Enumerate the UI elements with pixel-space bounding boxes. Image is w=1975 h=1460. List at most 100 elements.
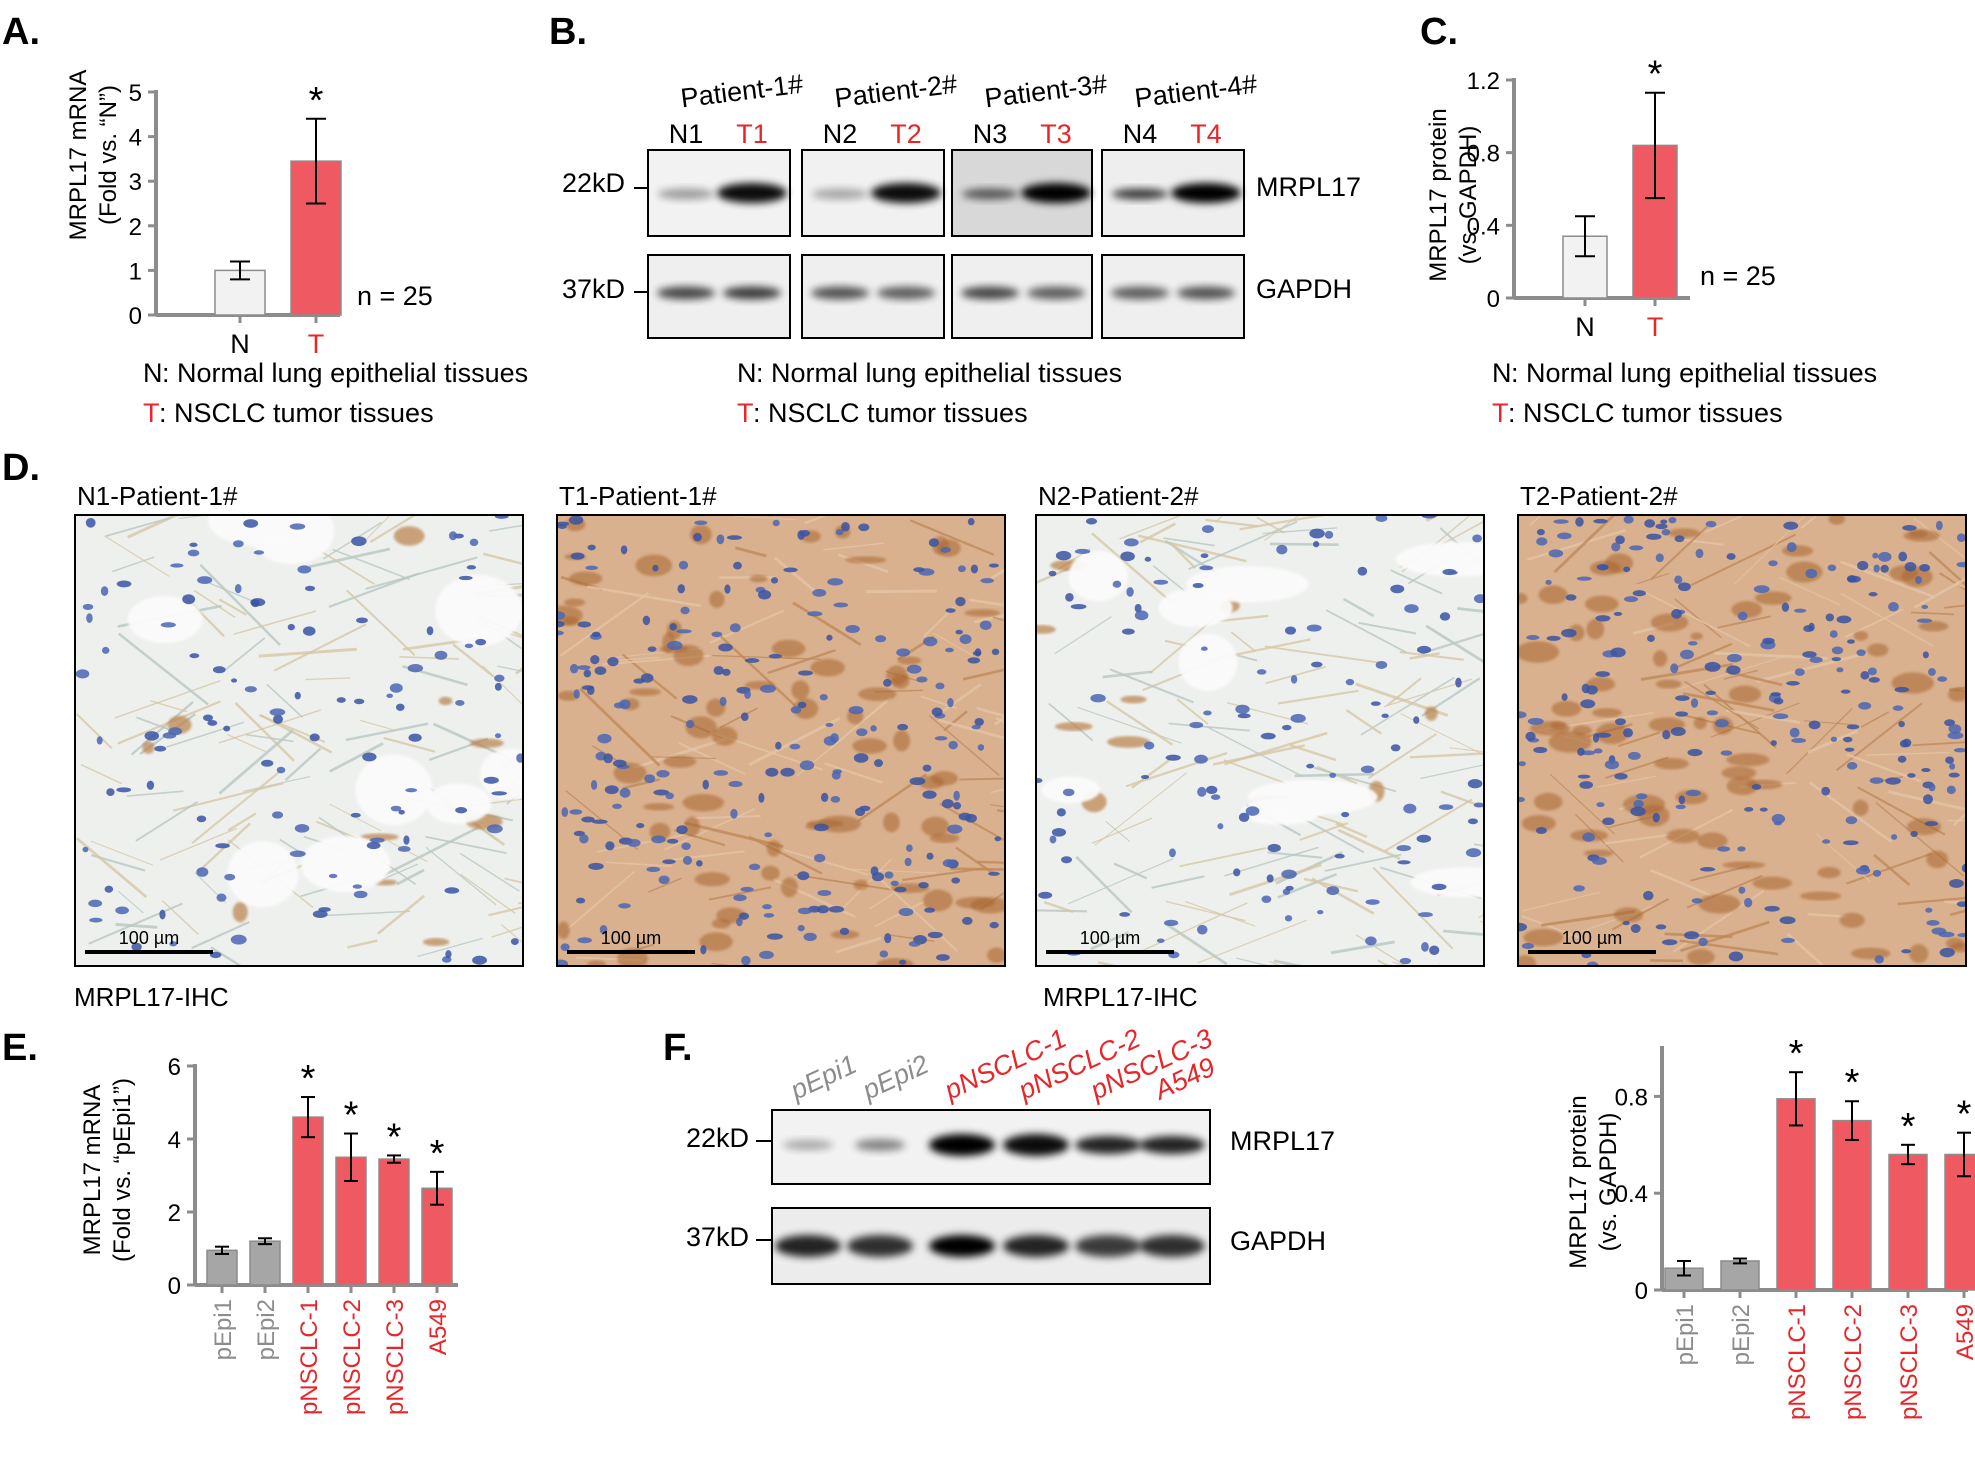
stain-region: [1654, 757, 1689, 770]
ihc-title: N1-Patient-1#: [77, 481, 238, 511]
nucleus: [510, 938, 519, 946]
significance-star: *: [1845, 1062, 1860, 1104]
stroma-fiber: [1036, 909, 1088, 913]
lumen: [1410, 867, 1484, 898]
panel-f-letter: F.: [663, 1027, 693, 1069]
nucleus: [1938, 931, 1955, 938]
nucleus: [798, 670, 813, 676]
stain-region: [1828, 515, 1845, 525]
y-tick-label: 3: [129, 169, 142, 196]
nucleus: [612, 803, 622, 809]
nucleus: [988, 871, 1000, 876]
stroma-fiber: [425, 835, 507, 855]
nucleus: [647, 646, 657, 652]
stroma-fiber: [1888, 790, 1966, 811]
nucleus: [1873, 564, 1880, 573]
stroma-fiber: [166, 721, 245, 748]
panel-f-protein-bottom: GAPDH: [1230, 1226, 1326, 1256]
stroma-fiber: [959, 777, 1005, 781]
nucleus: [231, 678, 238, 683]
stain-region: [1666, 828, 1700, 844]
nucleus: [989, 921, 999, 929]
nucleus: [1536, 537, 1548, 546]
nucleus: [1595, 671, 1611, 678]
nucleus: [1923, 794, 1933, 805]
stain-region: [1726, 776, 1759, 796]
nucleus: [1472, 534, 1482, 543]
nucleus: [1780, 937, 1796, 943]
nucleus: [304, 585, 316, 592]
nucleus: [652, 564, 659, 572]
stroma-fiber: [218, 598, 247, 616]
stroma-fiber: [1105, 821, 1131, 842]
nucleus: [1898, 551, 1908, 562]
nucleus: [1134, 610, 1149, 621]
nucleus: [351, 536, 367, 546]
nucleus: [974, 717, 984, 727]
nucleus: [1465, 848, 1482, 858]
stroma-fiber: [1565, 901, 1666, 938]
nucleus: [1808, 720, 1821, 730]
panel-b-mw-top: 22kD: [562, 168, 625, 198]
stroma-fiber: [1163, 537, 1215, 547]
nucleus: [1237, 713, 1251, 719]
blot-band: [847, 1235, 913, 1257]
stroma-fiber: [369, 515, 418, 543]
nucleus: [353, 698, 365, 705]
nucleus: [977, 744, 985, 751]
nucleus: [1365, 899, 1380, 905]
stroma-fiber: [1139, 522, 1176, 544]
stain-region: [393, 526, 425, 546]
nucleus: [685, 720, 695, 729]
nucleus: [1670, 727, 1686, 737]
panel-c-legend-t-key: T: [1492, 398, 1509, 428]
nucleus: [494, 682, 502, 691]
category-label: pEpi1: [1672, 1304, 1699, 1365]
nucleus: [1416, 834, 1432, 843]
stroma-fiber: [1897, 896, 1966, 906]
nucleus: [560, 943, 570, 951]
nucleus: [1901, 949, 1912, 954]
nucleus: [1831, 646, 1844, 655]
nucleus: [568, 515, 584, 525]
stain-region: [557, 605, 583, 626]
stroma-fiber: [1800, 515, 1819, 529]
panel-a-legend-t-text: : NSCLC tumor tissues: [159, 398, 434, 428]
stroma-fiber: [1265, 666, 1327, 685]
nucleus: [1661, 939, 1678, 946]
nucleus: [839, 927, 850, 936]
nucleus: [1868, 677, 1880, 683]
stroma-fiber: [990, 804, 1005, 808]
nucleus: [594, 666, 607, 675]
nucleus: [994, 836, 1002, 842]
stroma-fiber: [1367, 733, 1438, 780]
blot-band: [929, 1235, 995, 1257]
stain-region: [711, 726, 738, 746]
nucleus: [1878, 551, 1892, 562]
nucleus: [253, 550, 265, 555]
stain-region: [1613, 907, 1644, 923]
stroma-fiber: [489, 524, 523, 532]
lane-label: N2: [823, 119, 858, 149]
significance-star: *: [1901, 1106, 1916, 1148]
stroma-fiber: [1717, 615, 1771, 629]
nucleus: [1370, 701, 1381, 706]
nucleus: [797, 907, 813, 915]
nucleus: [1668, 516, 1677, 524]
nucleus: [1309, 528, 1325, 539]
nucleus: [469, 538, 479, 547]
stroma-fiber: [974, 613, 1005, 624]
stroma-fiber: [1384, 798, 1473, 852]
nucleus: [352, 884, 363, 889]
stain-region: [1538, 585, 1568, 605]
nucleus: [426, 626, 434, 636]
panel-c-legend-t-text: : NSCLC tumor tissues: [1508, 398, 1783, 428]
nucleus: [1916, 618, 1933, 623]
nucleus: [1245, 806, 1260, 816]
stroma-fiber: [227, 812, 257, 832]
nucleus: [294, 691, 301, 700]
y-tick-label: 0.4: [1467, 213, 1500, 240]
ihc-frame: [556, 514, 1006, 967]
nucleus: [369, 837, 385, 843]
nucleus: [682, 695, 698, 704]
